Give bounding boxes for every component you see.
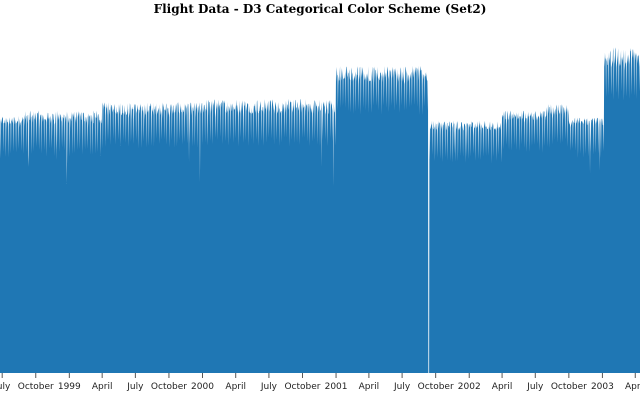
- x-tick-label: July: [260, 382, 278, 392]
- x-tick-label: October: [18, 382, 54, 392]
- x-tick-label: April: [625, 382, 640, 392]
- x-tick-label: 2000: [191, 382, 214, 392]
- x-tick-label: July: [526, 382, 544, 392]
- chart-title: Flight Data - D3 Categorical Color Schem…: [154, 2, 487, 16]
- plot-area: [0, 47, 640, 373]
- x-tick-label: July: [393, 382, 411, 392]
- x-tick-label: October: [551, 382, 587, 392]
- x-tick-label: April: [359, 382, 380, 392]
- x-tick-label: October: [284, 382, 320, 392]
- x-tick-label: October: [151, 382, 187, 392]
- x-tick-label: July: [126, 382, 144, 392]
- x-tick-label: April: [492, 382, 513, 392]
- x-tick-label: 2001: [325, 382, 348, 392]
- flight-count-area: [0, 47, 640, 373]
- x-axis: July October 1999 April July October 2000 April…: [0, 373, 640, 392]
- x-tick-label: April: [92, 382, 113, 392]
- x-tick-label: 2002: [458, 382, 481, 392]
- x-tick-label: July: [0, 382, 11, 392]
- x-tick-label: April: [225, 382, 246, 392]
- x-tick-label: October: [418, 382, 454, 392]
- x-tick-label: 1999: [58, 382, 81, 392]
- x-tick-label: 2003: [591, 382, 614, 392]
